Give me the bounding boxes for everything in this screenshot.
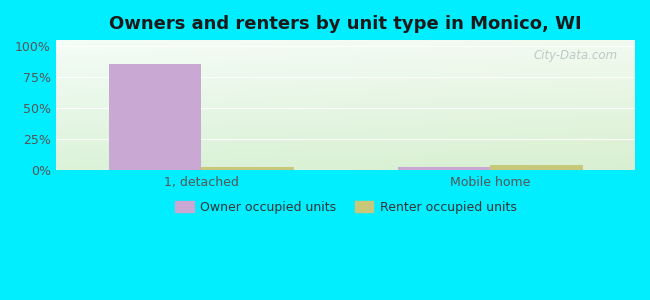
Text: City-Data.com: City-Data.com: [534, 49, 618, 62]
Bar: [201, 167, 294, 170]
Bar: [109, 64, 201, 170]
Bar: [490, 165, 583, 170]
Bar: [398, 167, 490, 170]
Title: Owners and renters by unit type in Monico, WI: Owners and renters by unit type in Monic…: [109, 15, 582, 33]
Legend: Owner occupied units, Renter occupied units: Owner occupied units, Renter occupied un…: [170, 196, 521, 219]
